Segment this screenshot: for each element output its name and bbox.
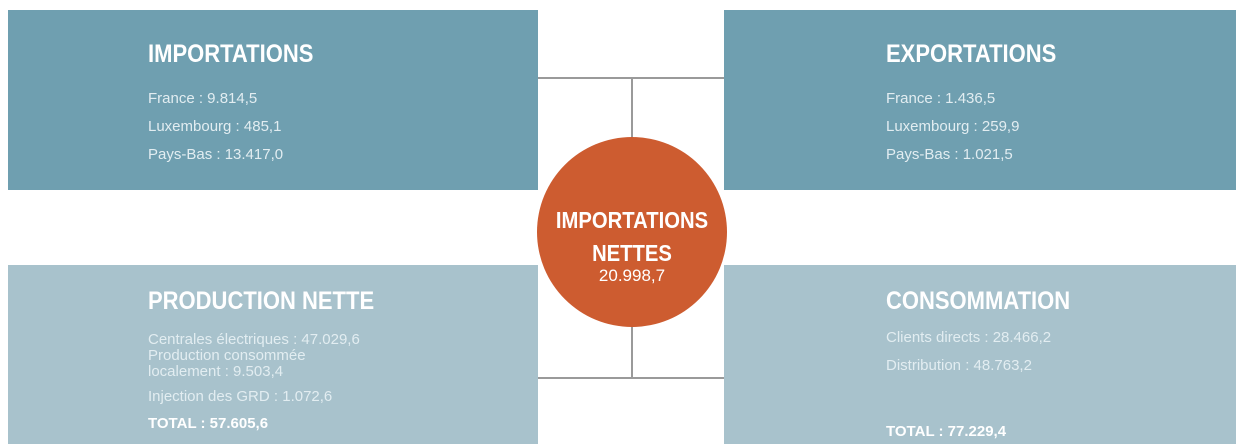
item: Distribution : 48.763,2 <box>886 357 1032 374</box>
item: France : 1.436,5 <box>886 90 996 107</box>
total: TOTAL : 77.229,4 <box>886 423 1007 440</box>
item: Pays-Bas : 13.417,0 <box>148 146 284 163</box>
box-title: CONSOMMATION <box>886 287 1071 315</box>
importations-box: IMPORTATIONS France : 9.814,5 Luxembourg… <box>8 10 538 190</box>
item: Luxembourg : 259,9 <box>886 118 1020 135</box>
center-circle: IMPORTATIONS NETTES 20.998,7 <box>537 137 727 327</box>
connector <box>631 325 633 379</box>
item: France : 9.814,5 <box>148 90 258 107</box>
item: Pays-Bas : 1.021,5 <box>886 146 1013 163</box>
total: TOTAL : 57.605,6 <box>148 415 269 432</box>
consommation-box: CONSOMMATION Clients directs : 28.466,2 … <box>724 265 1236 444</box>
production-box: PRODUCTION NETTE Centrales électriques :… <box>8 265 538 444</box>
box-title: IMPORTATIONS <box>148 40 314 68</box>
box-title: EXPORTATIONS <box>886 40 1057 68</box>
item: Luxembourg : 485,1 <box>148 118 282 135</box>
item: Centrales électriques : 47.029,6 <box>148 331 360 348</box>
exportations-box: EXPORTATIONS France : 1.436,5 Luxembourg… <box>724 10 1236 190</box>
item: Production consommée localement : 9.503,… <box>148 347 306 380</box>
center-title: IMPORTATIONS <box>555 207 709 233</box>
center-title: NETTES <box>592 240 672 266</box>
item: Injection des GRD : 1.072,6 <box>148 388 333 405</box>
connector <box>631 77 633 139</box>
box-title: PRODUCTION NETTE <box>148 287 375 315</box>
item: Clients directs : 28.466,2 <box>886 329 1052 346</box>
center-value: 20.998,7 <box>598 266 666 285</box>
